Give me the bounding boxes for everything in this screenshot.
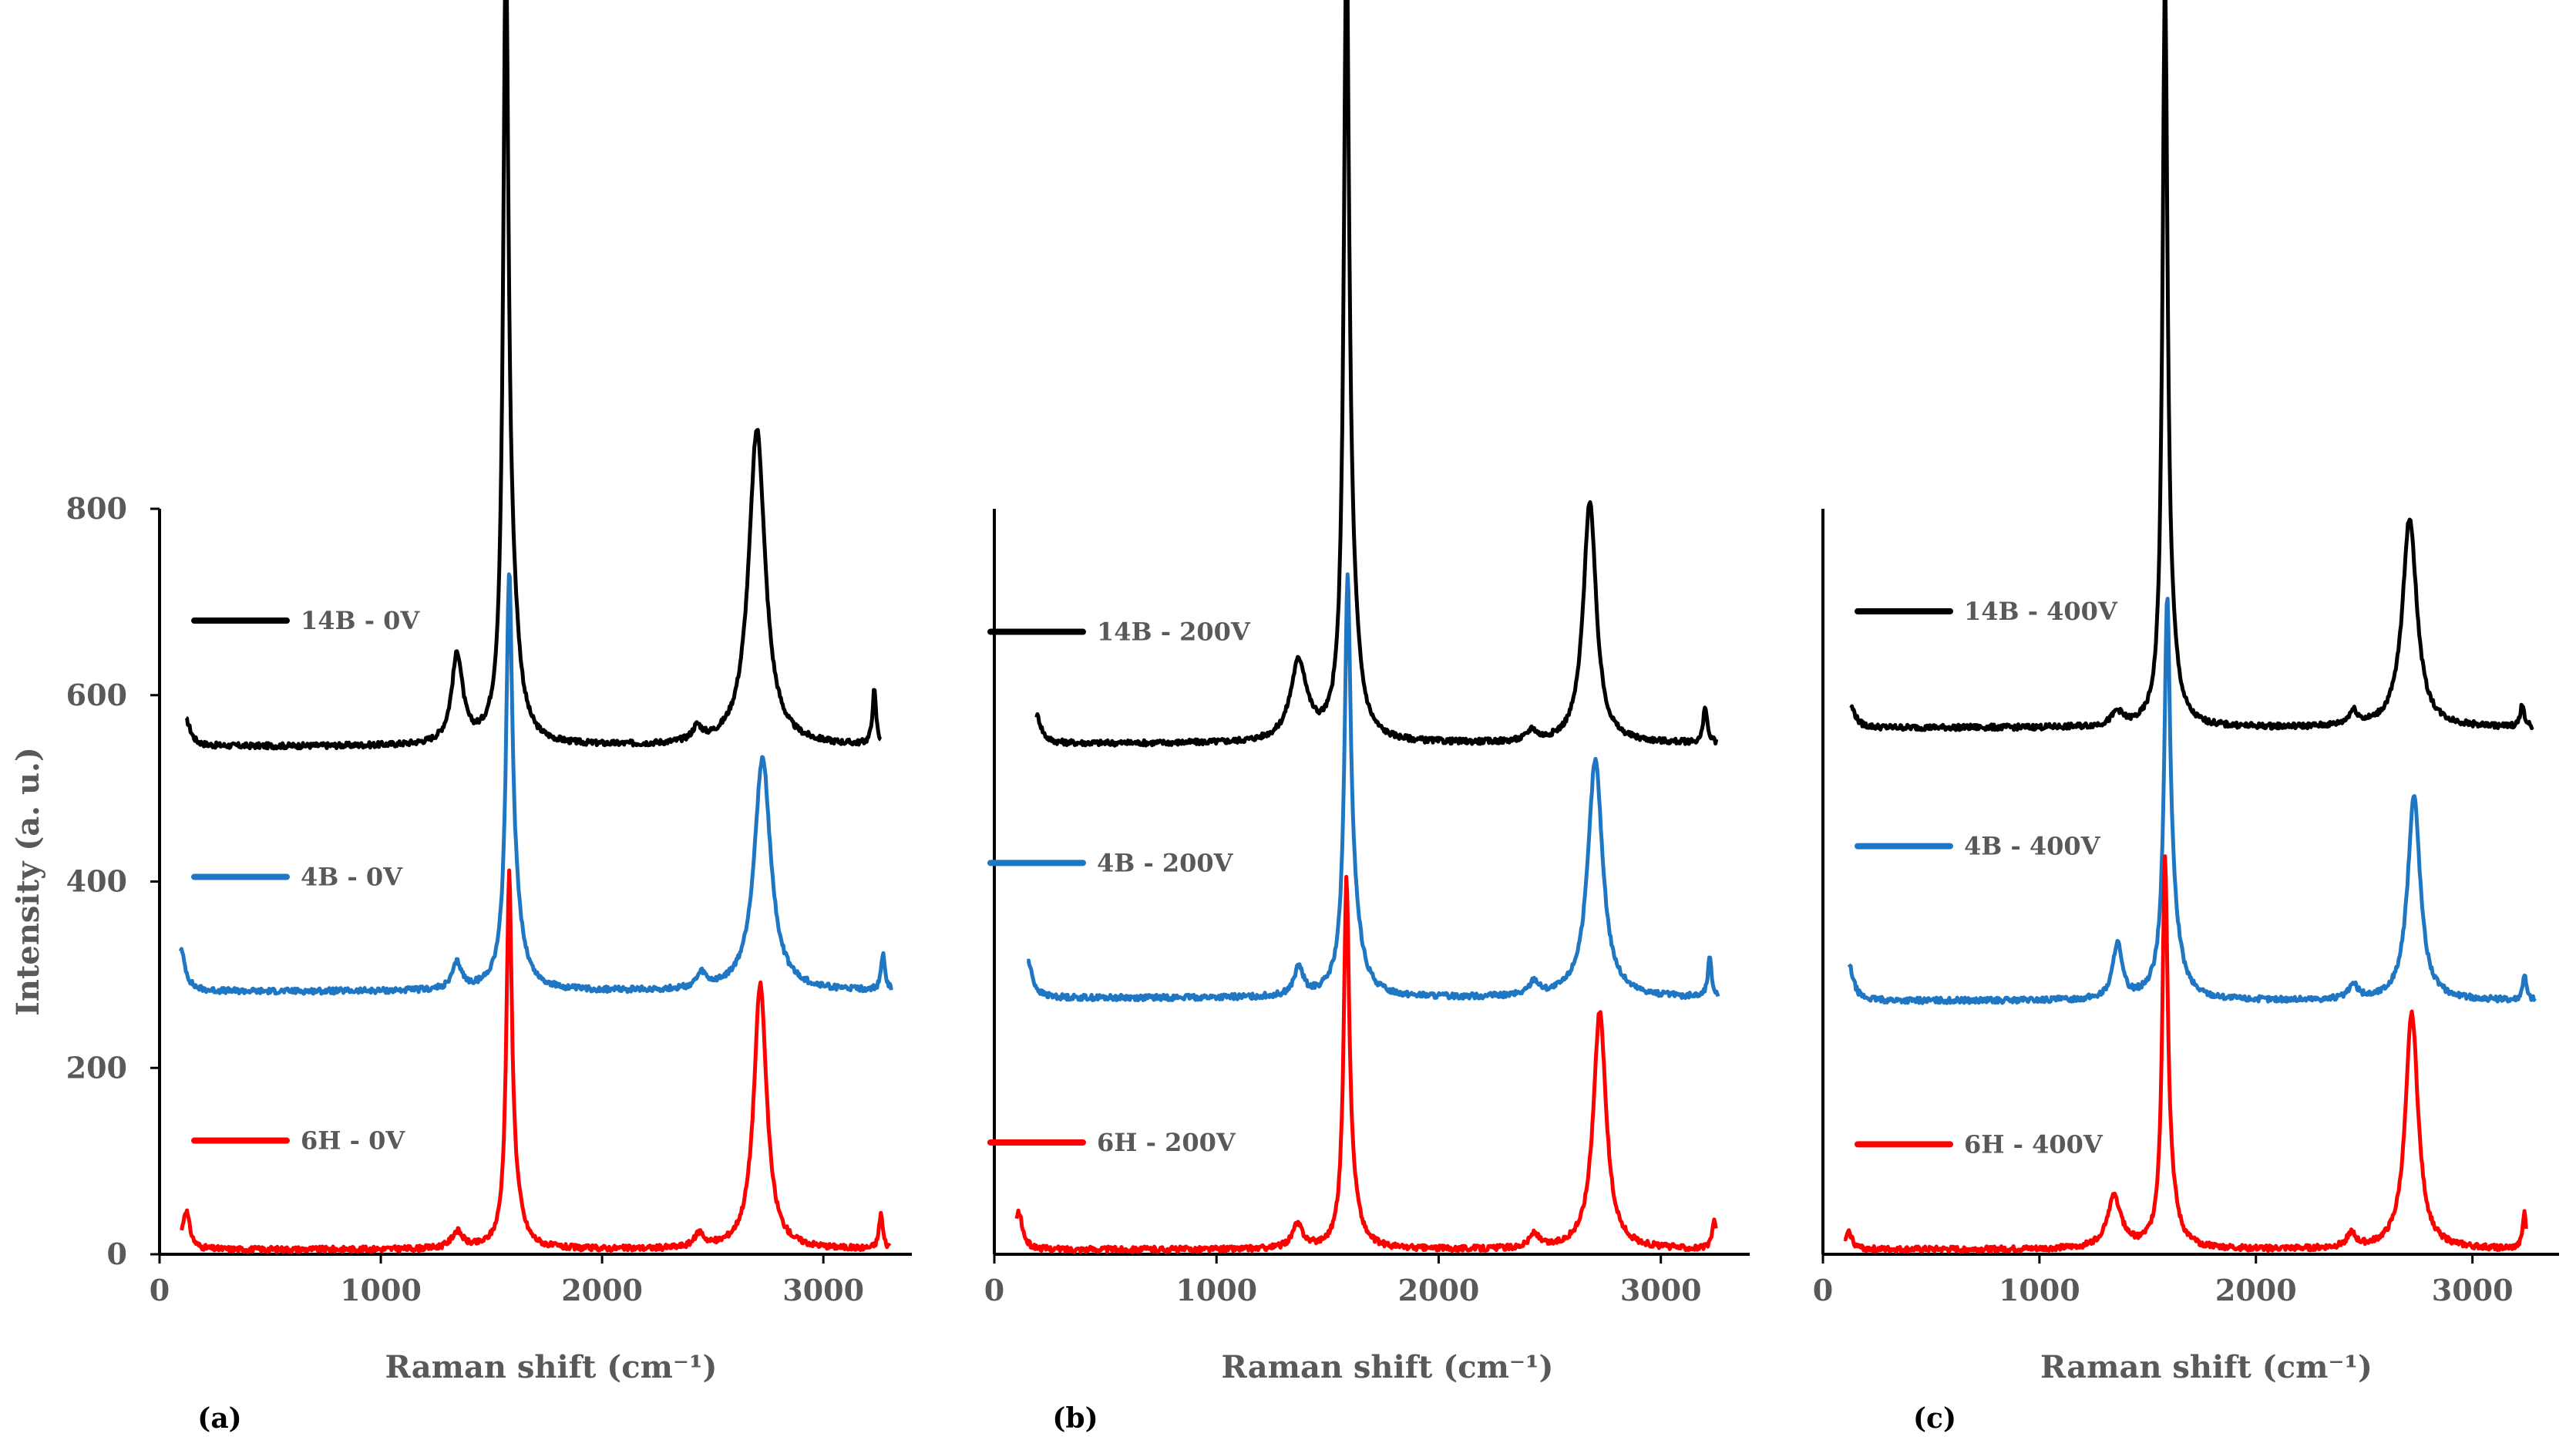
x-tick-label: 3000 <box>2432 1273 2514 1307</box>
series-line-4b <box>1847 597 2537 1005</box>
panel-label: (c) <box>1913 1402 1956 1435</box>
panel-c: 0 1000 2000 3000 Raman shift (cm⁻¹) (c) 14B - … <box>1813 0 2559 1435</box>
panel-b: 0 1000 2000 3000 Raman shift (cm⁻¹) (b) 14B - … <box>984 0 1750 1435</box>
legend-label-4b: 4B - 200V <box>1097 848 1234 877</box>
y-tick-label: 200 <box>66 1050 127 1085</box>
legend-label-14b: 14B - 0V <box>301 606 420 635</box>
x-tick-label: 2000 <box>2215 1273 2297 1307</box>
x-tick-label: 3000 <box>1620 1273 1702 1307</box>
y-tick-label: 400 <box>66 864 127 899</box>
series-line-4b <box>1026 572 1720 1003</box>
panel-a: 0 1000 2000 3000 0 200 400 600 800 Intensity (a. … <box>10 0 912 1435</box>
x-tick-label: 0 <box>150 1273 170 1307</box>
legend-label-4b: 4B - 0V <box>301 862 403 891</box>
x-axis-title: Raman shift (cm⁻¹) <box>385 1349 718 1385</box>
y-tick-label: 0 <box>107 1237 127 1271</box>
panel-label: (b) <box>1052 1402 1098 1435</box>
legend-label-14b: 14B - 200V <box>1097 617 1251 647</box>
legend-label-6h: 6H - 0V <box>301 1126 405 1156</box>
x-tick-label: 0 <box>1813 1273 1833 1307</box>
series-line-6h <box>180 868 892 1254</box>
legend-label-14b: 14B - 400V <box>1964 597 2118 626</box>
y-axis-title: Intensity (a. u.) <box>10 747 46 1016</box>
y-tick-label: 600 <box>66 678 127 712</box>
series-line-4b <box>178 572 893 996</box>
series-line-6h <box>1843 854 2528 1254</box>
x-axis-title: Raman shift (cm⁻¹) <box>2040 1349 2373 1385</box>
y-tick-label: 800 <box>66 491 127 526</box>
series-line-6h <box>1014 874 1718 1254</box>
x-tick-label: 2000 <box>561 1273 643 1307</box>
x-tick-label: 0 <box>984 1273 1004 1307</box>
x-tick-label: 1000 <box>1999 1273 2080 1307</box>
series-line-14b <box>1849 0 2534 732</box>
x-tick-label: 3000 <box>782 1273 864 1307</box>
x-tick-label: 2000 <box>1398 1273 1480 1307</box>
series-line-14b <box>1034 0 1719 748</box>
x-tick-label: 1000 <box>1175 1273 1257 1307</box>
series-line-14b <box>185 0 883 751</box>
legend-label-6h: 6H - 400V <box>1964 1129 2104 1159</box>
x-tick-label: 1000 <box>340 1273 422 1307</box>
legend-label-6h: 6H - 200V <box>1097 1128 1236 1157</box>
panel-label: (a) <box>197 1402 241 1435</box>
legend-label-4b: 4B - 400V <box>1964 832 2101 861</box>
x-axis-title: Raman shift (cm⁻¹) <box>1222 1349 1554 1385</box>
